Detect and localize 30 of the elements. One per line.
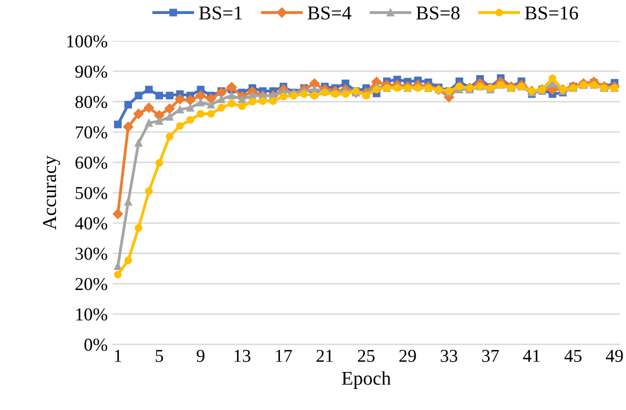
- y-tick-label: 80%: [75, 96, 108, 108]
- legend-label: BS=1: [199, 6, 242, 20]
- y-tick-label: 20%: [76, 278, 108, 290]
- x-tick-label: 1: [114, 350, 122, 362]
- x-tick-label: 41: [523, 350, 540, 362]
- y-axis-title: Accuracy: [43, 156, 60, 230]
- x-tick-label: 37: [482, 350, 499, 362]
- x-tick-label: 5: [156, 350, 164, 362]
- y-tick-label: 90%: [75, 66, 108, 78]
- x-tick-label: 13: [234, 350, 250, 362]
- legend-label: BS=8: [416, 6, 460, 20]
- x-tick-label: 9: [196, 350, 204, 362]
- x-tick-label: 33: [440, 350, 458, 362]
- y-tick-label: 10%: [76, 308, 108, 321]
- x-tick-label: 25: [358, 350, 375, 362]
- y-tick-label: 30%: [76, 248, 108, 260]
- y-tick-label: 0%: [84, 338, 108, 351]
- x-tick-label: 49: [606, 350, 623, 362]
- x-tick-label: 45: [564, 350, 582, 362]
- x-axis-title: Epoch: [342, 371, 391, 389]
- legend-label: BS=4: [308, 6, 352, 20]
- x-tick-label: 17: [276, 350, 292, 362]
- legend-label: BS=16: [524, 6, 578, 20]
- y-tick-label: 100%: [67, 35, 108, 48]
- y-tick-label: 60%: [76, 156, 108, 169]
- x-tick-label: 21: [316, 350, 333, 362]
- y-tick-label: 40%: [75, 217, 108, 230]
- x-tick-label: 29: [399, 350, 416, 362]
- y-tick-label: 50%: [76, 186, 108, 200]
- y-tick-label: 70%: [76, 126, 108, 139]
